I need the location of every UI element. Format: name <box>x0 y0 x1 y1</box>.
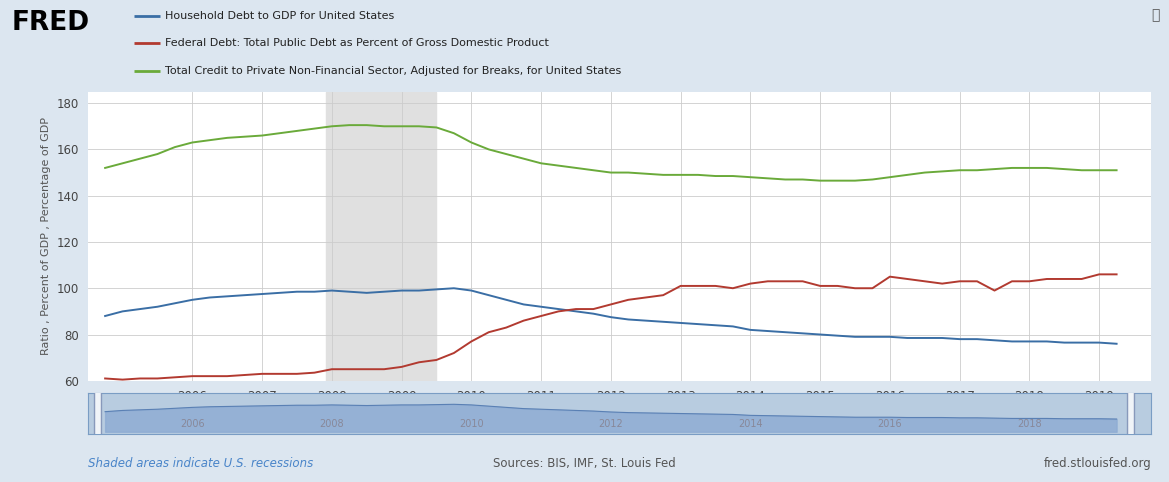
Text: 2010: 2010 <box>459 418 484 428</box>
Text: 2006: 2006 <box>180 418 205 428</box>
Y-axis label: Ratio , Percent of GDP , Percentage of GDP: Ratio , Percent of GDP , Percentage of G… <box>41 117 50 355</box>
Text: ⛶: ⛶ <box>1151 9 1160 23</box>
Text: 2008: 2008 <box>319 418 344 428</box>
Text: Shaded areas indicate U.S. recessions: Shaded areas indicate U.S. recessions <box>88 457 313 470</box>
Text: fred.stlouisfed.org: fred.stlouisfed.org <box>1044 457 1151 470</box>
Text: Sources: BIS, IMF, St. Louis Fed: Sources: BIS, IMF, St. Louis Fed <box>493 457 676 470</box>
Bar <box>326 92 436 381</box>
Text: Household Debt to GDP for United States: Household Debt to GDP for United States <box>165 11 394 21</box>
Text: FRED: FRED <box>12 11 90 37</box>
Text: 2016: 2016 <box>878 418 902 428</box>
Text: 2012: 2012 <box>599 418 623 428</box>
Text: Federal Debt: Total Public Debt as Percent of Gross Domestic Product: Federal Debt: Total Public Debt as Perce… <box>165 39 548 48</box>
Text: 2014: 2014 <box>738 418 762 428</box>
Text: Total Credit to Private Non-Financial Sector, Adjusted for Breaks, for United St: Total Credit to Private Non-Financial Se… <box>165 66 621 76</box>
Text: 2018: 2018 <box>1017 418 1042 428</box>
